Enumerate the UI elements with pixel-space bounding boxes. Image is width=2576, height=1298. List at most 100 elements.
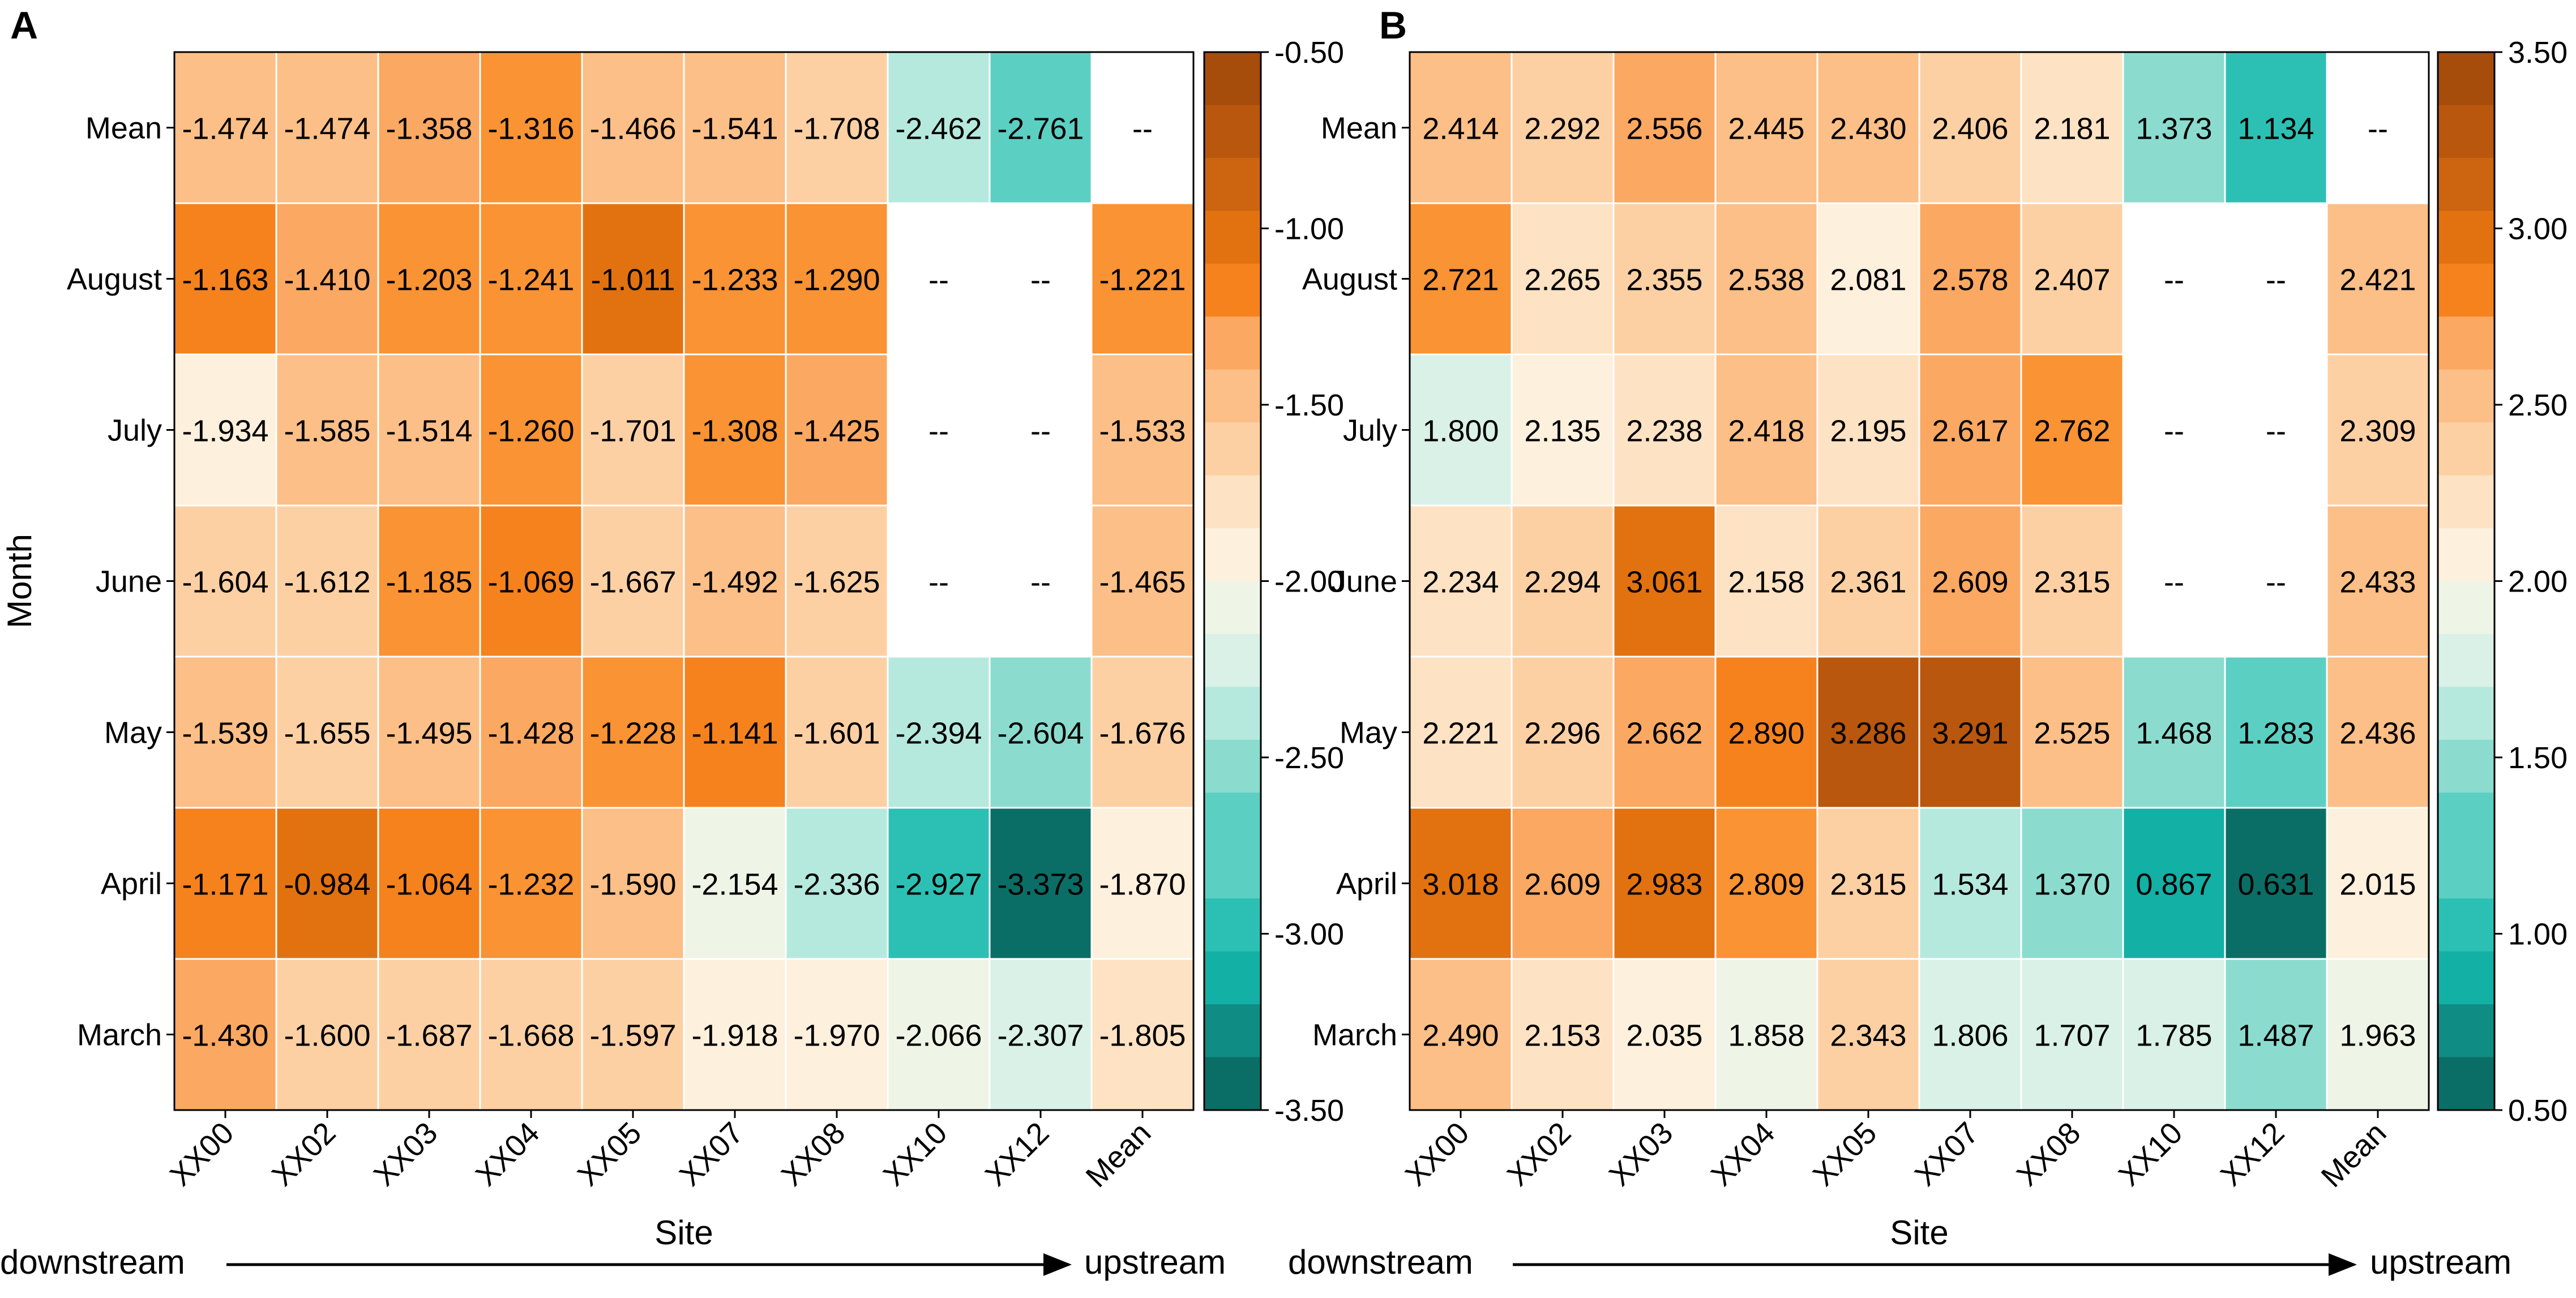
panel-b-cell-label: 2.234 — [1422, 566, 1499, 599]
panel-a-cell — [377, 807, 481, 960]
panel-b-cell — [2224, 202, 2328, 355]
panel-b-x-tick-label: XX12 — [2214, 1116, 2291, 1193]
panel-b-y-tick-label: June — [1331, 565, 1397, 599]
panel-a-cell — [1090, 51, 1195, 204]
panel-a-cell-label: -2.154 — [691, 868, 778, 902]
panel-b-cell-label: 2.609 — [1932, 566, 2008, 599]
panel-a-cell-label: -1.539 — [182, 717, 268, 751]
panel-b-cell-label: 2.609 — [1524, 868, 1601, 902]
panel-a-cell-label: -1.474 — [284, 112, 370, 146]
panel-b-x-tick-label: XX03 — [1603, 1116, 1680, 1193]
panel-b-cell-label: 2.525 — [2034, 717, 2110, 751]
panel-b-cell-label: 2.617 — [1932, 414, 2008, 448]
panel-a-cell-label: -1.260 — [487, 414, 574, 448]
panel-a-cell-label: -1.600 — [284, 1019, 370, 1053]
panel-b-cell-label: 1.858 — [1728, 1019, 1804, 1053]
panel-b-x-axis-label: Site — [1890, 1214, 1948, 1252]
panel-a-colorbar-band — [1204, 898, 1261, 952]
panel-a-cell-label: -1.228 — [589, 717, 676, 751]
panel-b-cell-label: 2.762 — [2034, 414, 2110, 448]
panel-b-cell — [1918, 202, 2022, 355]
panel-b-cell-label: 2.158 — [1728, 566, 1804, 599]
panel-b-cell-label: 2.265 — [1524, 263, 1601, 297]
panel-b-colorbar-band — [2438, 1004, 2494, 1058]
panel-a-cell — [581, 807, 685, 960]
panel-a-cell — [989, 504, 1093, 658]
panel-b-upstream-label: upstream — [2370, 1243, 2511, 1281]
panel-a-cell-label: -1.233 — [691, 263, 778, 297]
panel-a-label: A — [10, 4, 38, 47]
panel-b-cell-label: 2.890 — [1728, 717, 1804, 751]
panel-b-cell-label: 2.445 — [1728, 112, 1804, 146]
panel-a-cell — [173, 958, 277, 1111]
panel-b-cell-label: 2.578 — [1932, 263, 2008, 297]
panel-a-cell-label: -3.373 — [997, 868, 1084, 902]
panel-b-cell — [2326, 202, 2430, 355]
panel-a-cell — [785, 656, 889, 809]
panel-a-cell-label: -1.604 — [182, 566, 268, 599]
panel-a-cell — [989, 353, 1093, 507]
panel-a-cell-label: -0.984 — [284, 868, 370, 902]
panel-a-x-tick-label: XX07 — [673, 1116, 750, 1193]
panel-b-cell — [2020, 656, 2124, 809]
panel-b-cell-label: 3.061 — [1626, 566, 1702, 599]
panel-a-cell — [887, 51, 991, 204]
panel-a-colorbar-band — [1204, 369, 1261, 423]
panel-a-cell-label: -1.597 — [589, 1019, 676, 1053]
panel-b-cell-label: 2.296 — [1524, 717, 1601, 751]
panel-b-cell-label: 2.430 — [1830, 112, 1906, 146]
panel-b-cell-label: 2.721 — [1422, 263, 1499, 297]
panel-a-cell-label: -- — [1030, 263, 1051, 297]
panel-a-cell-label: -1.232 — [487, 868, 574, 902]
panel-a-x-tick-label: XX02 — [266, 1116, 343, 1193]
panel-a-cell — [275, 51, 379, 204]
panel-a-cell — [581, 504, 685, 658]
panel-a-cell — [275, 202, 379, 355]
panel-b-cell-label: -- — [2164, 414, 2184, 448]
panel-a-colorbar-tick-label: -2.00 — [1274, 565, 1344, 599]
panel-b-cell-label: 2.294 — [1524, 566, 1601, 599]
panel-b-cell — [1510, 504, 1615, 658]
panel-b-cell — [1409, 202, 1513, 355]
panel-a-cell — [887, 202, 991, 355]
panel-a-cell-label: -1.590 — [589, 868, 676, 902]
panel-a-y-tick-label: March — [77, 1018, 162, 1052]
panel-b-cell — [1816, 353, 1920, 507]
panel-b-cell — [2122, 202, 2226, 355]
panel-b-cell-label: -- — [2368, 112, 2388, 146]
panel-b-cell — [1409, 353, 1513, 507]
panel-b-cell — [1612, 353, 1717, 507]
panel-a-cell-label: -1.069 — [487, 566, 574, 599]
panel-a-cell — [479, 807, 583, 960]
panel-a-cell-label: -1.708 — [793, 112, 880, 146]
panel-a-x-tick-label: XX10 — [877, 1116, 954, 1193]
panel-a-cell-label: -1.221 — [1099, 263, 1186, 297]
panel-b-colorbar-band — [2438, 581, 2494, 635]
panel-b-colorbar-band — [2438, 369, 2494, 423]
panel-b-cell-label: 2.309 — [2339, 414, 2416, 448]
panel-b-cell — [1510, 656, 1615, 809]
panel-a-cell — [683, 504, 787, 658]
panel-b-cell-label: 2.015 — [2339, 868, 2416, 902]
panel-b-cell — [2122, 807, 2226, 960]
panel-a-y-tick-label: May — [104, 716, 162, 750]
panel-b-cell — [2122, 656, 2226, 809]
panel-a-colorbar-tick-label: -3.50 — [1274, 1094, 1344, 1128]
panel-b-colorbar-band — [2438, 263, 2494, 317]
panel-a-cell-label: -1.934 — [182, 414, 268, 448]
panel-a-cell-label: -2.604 — [997, 717, 1084, 751]
panel-a-colorbar-band — [1204, 211, 1261, 264]
panel-b-cell — [1409, 807, 1513, 960]
panel-a-cell — [683, 656, 787, 809]
panel-a-cell — [275, 353, 379, 507]
panel-a-cell-label: -1.701 — [589, 414, 676, 448]
panel-b-cell-label: -- — [2266, 414, 2286, 448]
panel-a-y-tick-label: Mean — [85, 112, 162, 145]
panel-b-cell-label: 2.436 — [2339, 717, 2416, 751]
panel-b-cell-label: 2.433 — [2339, 566, 2416, 599]
panel-b-cell — [1510, 353, 1615, 507]
panel-a-cell — [581, 353, 685, 507]
panel-b-cell-label: 0.631 — [2237, 868, 2314, 902]
panel-a-colorbar-band — [1204, 951, 1261, 1005]
panel-b-y-tick-label: March — [1312, 1018, 1397, 1052]
